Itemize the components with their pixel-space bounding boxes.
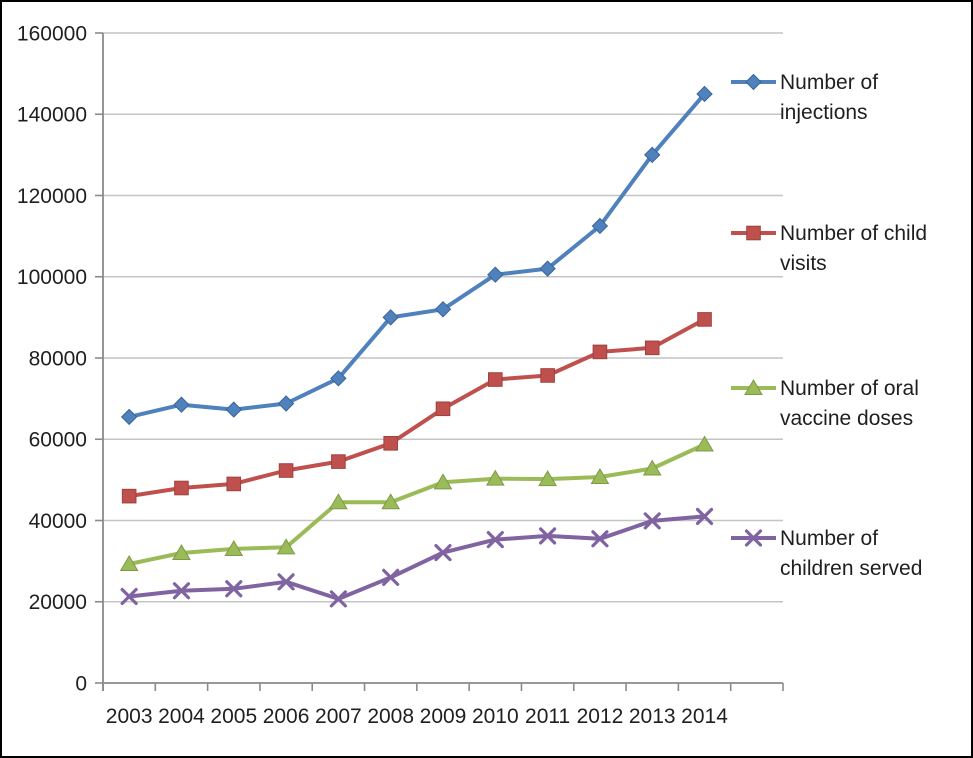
data-point-child-visits-2010 [488,372,503,387]
legend-label-child-visits-line1: Number of child [780,222,927,245]
data-point-child-visits-2011 [540,368,555,383]
data-point-children-served-2014 [695,507,714,526]
data-point-oral-vaccine-doses-2010 [485,469,505,486]
data-point-oral-vaccine-doses-2009 [433,473,453,490]
data-point-children-served-2009 [434,543,452,562]
data-point-oral-vaccine-doses-2003 [119,554,139,571]
data-point-children-served-2011 [539,527,557,545]
data-point-children-served-2010 [486,530,504,549]
y-axis-tick-label: 100000 [17,266,87,289]
y-axis-tick-label: 60000 [29,429,87,452]
data-point-injections-2005 [225,401,242,418]
data-point-children-served-2003 [120,587,138,606]
x-axis-tick-label: 2004 [158,705,205,728]
legend-label-oral-vaccine-doses-line2: vaccine doses [780,407,913,430]
data-point-children-served-2012 [591,530,609,548]
data-point-injections-2010 [487,266,504,283]
data-point-child-visits-2004 [174,480,189,496]
data-point-children-served-2007 [329,590,347,608]
data-point-oral-vaccine-doses-2011 [538,470,557,487]
legend-label-children-served-line1: Number of [780,527,878,550]
data-point-oral-vaccine-doses-2008 [381,493,401,510]
data-point-children-served-2005 [225,580,243,598]
data-point-child-visits-2005 [226,476,242,492]
data-point-oral-vaccine-doses-2006 [276,538,296,555]
y-axis-tick-label: 140000 [17,104,87,127]
legend-label-child-visits-line2: visits [780,252,827,275]
y-axis-tick-label: 120000 [17,185,87,208]
legend-marker-icon-injections [745,73,762,91]
legend-marker-icon-oral-vaccine-doses [744,379,763,395]
data-point-injections-2007 [330,370,347,387]
data-point-oral-vaccine-doses-2013 [642,459,662,476]
data-point-injections-2009 [434,301,452,318]
data-point-child-visits-2012 [592,344,608,360]
data-point-child-visits-2013 [644,340,660,356]
legend-label-oral-vaccine-doses-line1: Number of oral [780,377,919,400]
data-point-injections-2013 [644,146,661,164]
data-point-child-visits-2007 [331,454,346,469]
data-point-children-served-2006 [277,573,295,591]
data-point-child-visits-2003 [121,488,137,504]
data-point-injections-2008 [382,309,399,326]
x-axis-tick-label: 2008 [367,705,414,728]
x-axis-tick-label: 2010 [472,705,519,728]
data-point-oral-vaccine-doses-2014 [695,435,714,452]
x-axis-tick-label: 2012 [577,705,624,728]
y-axis-tick-label: 20000 [29,591,87,614]
x-axis-tick-label: 2006 [263,705,310,728]
legend-marker-icon-child-visits [746,225,761,241]
data-point-injections-2014 [696,85,713,103]
data-point-child-visits-2008 [383,436,398,451]
y-axis-tick-label: 0 [75,672,87,695]
series-line-children-served [127,514,707,601]
legend-label-injections-line2: injections [780,101,868,124]
x-axis-tick-label: 2005 [210,705,257,728]
data-point-children-served-2004 [172,582,191,600]
data-point-child-visits-2006 [278,463,294,478]
data-point-injections-2004 [173,396,190,413]
data-point-injections-2006 [277,395,295,412]
legend-label-children-served-line2: children served [780,557,922,580]
data-point-injections-2011 [539,260,556,277]
data-point-oral-vaccine-doses-2007 [329,493,348,510]
y-axis-tick-label: 40000 [29,510,87,533]
x-axis-tick-label: 2009 [420,705,467,728]
data-point-injections-2003 [120,408,138,426]
data-point-injections-2012 [591,217,609,235]
y-axis-tick-label: 160000 [17,22,87,45]
data-point-child-visits-2014 [697,312,712,327]
legend-marker-icon-children-served [744,529,763,547]
data-point-oral-vaccine-doses-2005 [224,539,244,556]
series-line-child-visits [127,317,707,499]
series-line-oral-vaccine-doses [127,442,707,566]
data-point-child-visits-2009 [435,401,451,417]
x-axis-tick-label: 2014 [681,705,728,728]
data-point-oral-vaccine-doses-2012 [590,468,610,485]
x-axis-tick-label: 2007 [315,705,362,728]
data-point-oral-vaccine-doses-2004 [172,544,191,560]
x-axis-tick-label: 2013 [629,705,676,728]
series-line-injections [127,91,707,419]
x-axis-tick-label: 2011 [525,705,570,728]
data-point-children-served-2008 [382,568,400,586]
legend-label-injections-line1: Number of [780,71,878,94]
y-axis-tick-label: 80000 [29,347,87,370]
data-point-children-served-2013 [643,512,661,530]
x-axis-tick-label: 2003 [106,705,153,728]
